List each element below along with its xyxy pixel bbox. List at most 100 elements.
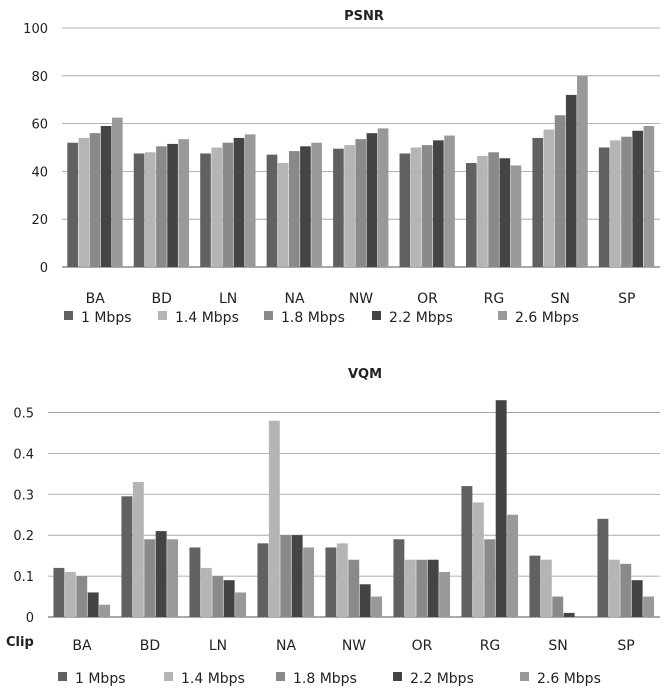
x-tick-label: BA [86,291,106,307]
bar [404,559,416,617]
bar [100,125,112,268]
bar [244,134,256,267]
legend-swatch [164,672,173,681]
legend-label: 1.4 Mbps [181,671,245,687]
bar [300,146,311,267]
bar [552,596,564,617]
x-tick-label: NA [276,638,296,654]
legend-swatch [393,672,402,681]
y-tick-label: 0.3 [13,488,34,503]
vqm-x-axis-title: Clip [6,635,34,650]
bar [121,496,133,617]
bar [233,137,245,267]
bar [499,158,511,267]
bar [597,518,609,617]
bar [200,567,212,617]
vqm-bars [53,400,655,617]
bar [621,136,632,267]
bar [111,117,123,267]
bar [223,580,235,617]
x-tick-label: LN [209,638,227,654]
legend-swatch [158,311,167,320]
vqm-y-tick-labels: 0 0.1 0.2 0.3 0.4 0.5 [13,406,34,626]
bar [288,151,300,267]
bar [167,539,179,617]
y-tick-label: 0 [26,611,34,626]
bar [563,612,575,617]
psnr-y-tick-labels: 0 20 40 60 80 100 [23,22,48,276]
legend-swatch [498,311,507,320]
vqm-title: VQM [348,367,382,382]
bar [344,145,355,267]
bar [427,559,439,617]
bar [399,153,411,267]
bar [359,584,371,617]
legend-label: 1.8 Mbps [281,310,345,326]
x-tick-label: BD [140,638,160,654]
bar [333,148,344,267]
x-tick-label: NW [349,291,373,307]
psnr-legend: 1 Mbps 1.4 Mbps 1.8 Mbps 2.2 Mbps 2.6 Mbps [64,310,579,326]
bar [355,139,367,267]
bar [178,139,190,267]
bar [631,580,643,617]
bar [620,563,632,617]
y-tick-label: 20 [31,213,48,228]
x-tick-label: OR [417,291,438,307]
bar [155,531,167,617]
bar [266,154,278,267]
x-tick-label: NA [285,291,305,307]
bar [277,163,289,267]
bar [325,547,337,617]
y-tick-label: 0.5 [13,406,34,421]
bar [465,163,477,267]
bar [366,133,378,267]
x-tick-label: SN [551,291,570,307]
bar [393,539,405,617]
bar [311,142,322,267]
legend-label: 1.4 Mbps [175,310,239,326]
bar [257,543,269,617]
bar [608,559,620,617]
x-tick-label: RG [480,638,501,654]
bar [200,153,211,267]
legend-label: 1.8 Mbps [293,671,357,687]
bar [280,535,292,617]
bar [554,115,566,267]
bar [67,142,78,267]
legend-label: 1 Mbps [75,671,126,687]
bar [410,147,422,267]
legend-label: 1 Mbps [81,310,132,326]
bar [371,596,383,617]
vqm-legend: 1 Mbps 1.4 Mbps 1.8 Mbps 2.2 Mbps 2.6 Mbps [58,671,601,687]
bar [303,547,315,617]
bar [167,143,178,267]
bar [144,539,156,617]
bar [543,129,555,267]
bar [488,152,499,267]
y-tick-label: 60 [31,118,48,133]
bar [212,576,224,617]
bar [156,146,167,267]
x-tick-label: BD [151,291,171,307]
legend-swatch [520,672,529,681]
x-tick-label: BA [72,638,92,654]
psnr-title: PSNR [344,9,384,24]
bar [211,147,223,267]
bar [477,155,488,267]
legend-swatch [64,311,73,320]
bar [99,604,111,617]
bar [144,152,156,267]
bar [532,137,544,267]
bar [189,547,201,617]
vqm-category-labels: BA BD LN NA NW OR RG SN SP [72,638,634,654]
x-tick-label: SN [548,638,567,654]
bar [78,137,90,267]
y-tick-label: 100 [23,22,48,37]
psnr-chart: PSNR 0 20 40 60 80 100 BA BD LN NA NW OR RG SN SP 1 M… [23,9,660,326]
bar [421,145,433,267]
legend-label: 2.6 Mbps [537,671,601,687]
bar [610,140,621,267]
bar [643,125,655,268]
bar [510,165,522,267]
